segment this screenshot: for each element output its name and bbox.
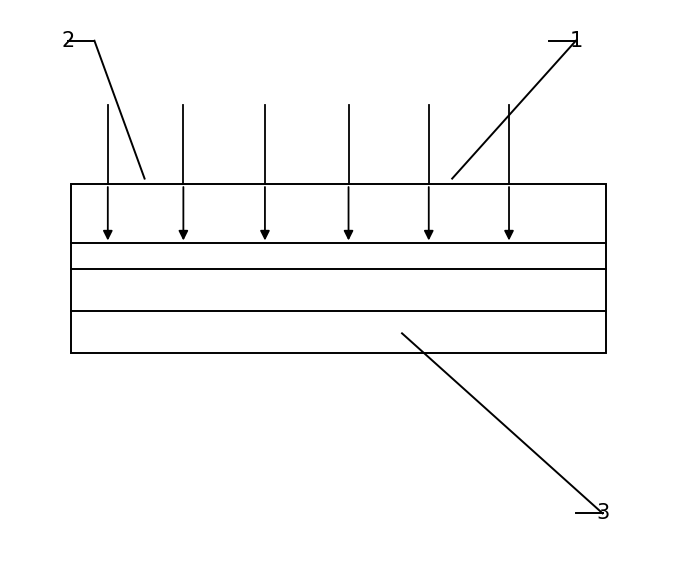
Text: 2: 2 (61, 31, 74, 51)
Text: 1: 1 (569, 31, 582, 51)
Text: 3: 3 (596, 504, 609, 524)
